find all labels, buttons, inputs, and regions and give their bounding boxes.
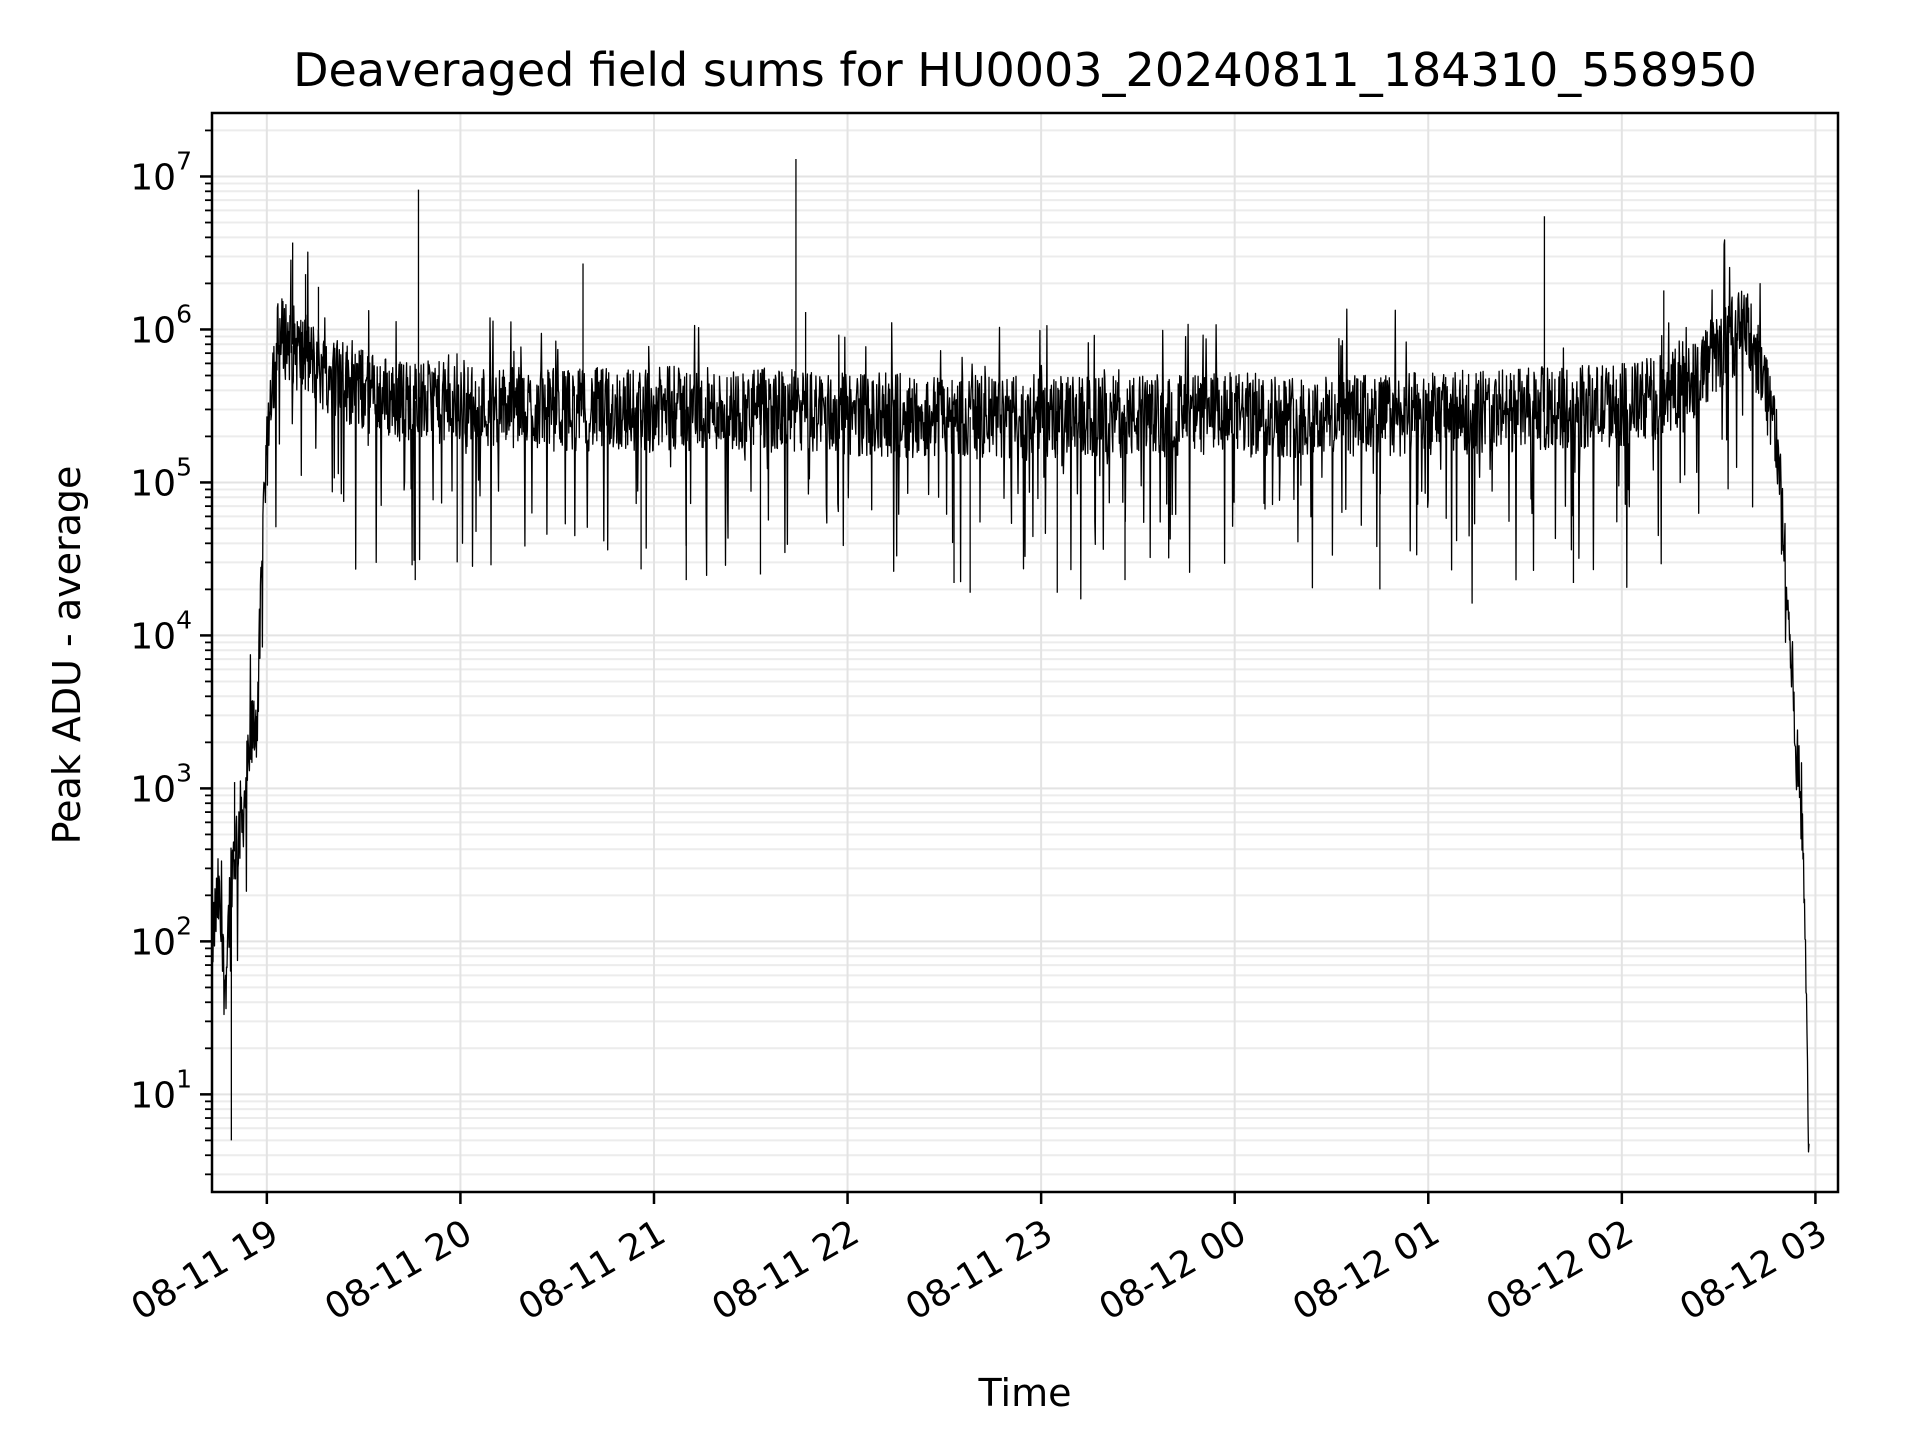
y-axis-label: Peak ADU - average: [45, 466, 89, 845]
y-tick-label: 106: [130, 299, 192, 351]
axis-ticks: [200, 129, 1817, 1204]
y-tick-label: 105: [130, 452, 192, 504]
y-tick-labels: 101 102 103 104 105 106 107: [130, 146, 192, 1116]
series-layer: [211, 159, 1810, 1153]
y-tick-label: 107: [130, 146, 192, 198]
y-tick-label: 102: [130, 911, 192, 963]
y-tick-label: 104: [130, 605, 192, 657]
series-line: [211, 239, 1810, 1153]
y-tick-label: 101: [130, 1064, 192, 1116]
x-axis-label: Time: [978, 1371, 1072, 1415]
chart-title: Deaveraged field sums for HU0003_2024081…: [293, 43, 1757, 97]
y-tick-label: 103: [130, 758, 192, 810]
plot-frame: [210, 111, 1840, 1194]
grid: [212, 113, 1838, 1192]
